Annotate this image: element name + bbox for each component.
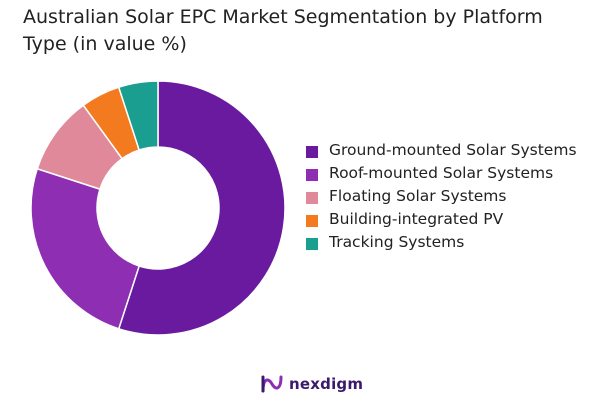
legend-swatch-building-integrated [306,215,318,227]
legend-item-floating: Floating Solar Systems [306,186,606,207]
donut-slice-tracking [117,80,159,151]
donut-slice-ground-mounted [117,80,286,336]
legend-label-roof-mounted: Roof-mounted Solar Systems [329,164,554,182]
legend-item-ground-mounted: Ground-mounted Solar Systems [306,140,606,161]
legend-swatch-tracking [306,238,318,250]
legend-item-building-integrated: Building-integrated PV [306,209,606,230]
legend-label-tracking: Tracking Systems [329,233,465,251]
legend-item-roof-mounted: Roof-mounted Solar Systems [306,163,606,184]
legend-item-tracking: Tracking Systems [306,232,606,253]
legend-swatch-ground-mounted [306,146,318,158]
brand-footer: nexdigm [260,373,363,395]
legend-label-building-integrated: Building-integrated PV [329,210,504,228]
nexdigm-logo-icon [261,375,283,393]
chart-title: Australian Solar EPC Market Segmentation… [23,6,543,55]
legend-swatch-floating [306,192,318,204]
legend-label-floating: Floating Solar Systems [329,187,507,205]
legend-swatch-roof-mounted [306,169,318,181]
chart-legend: Ground-mounted Solar Systems Roof-mounte… [306,140,606,255]
legend-label-ground-mounted: Ground-mounted Solar Systems [329,141,577,159]
donut-slice-roof-mounted [30,167,141,330]
brand-name: nexdigm [289,375,364,393]
